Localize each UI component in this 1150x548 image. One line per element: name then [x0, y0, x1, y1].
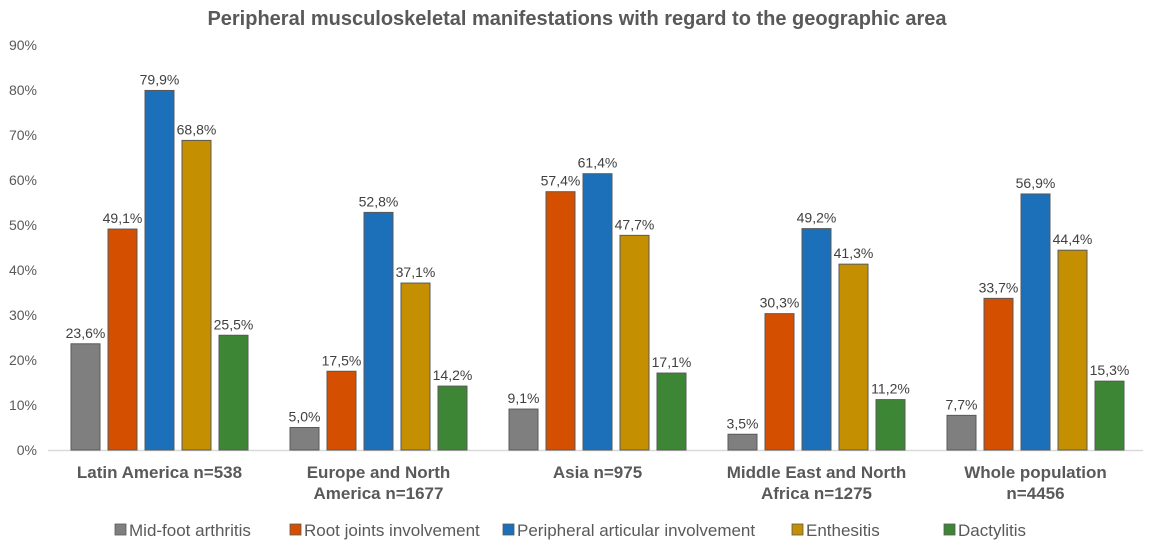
- x-category-label: Europe and North: [307, 463, 451, 482]
- bar-dactylitis: [437, 385, 468, 451]
- chart-title: Peripheral musculoskeletal manifestation…: [207, 8, 947, 30]
- bar-group: 23,6% 49,1% 79,9% 68,8% 25,5%: [66, 71, 254, 451]
- bar-peripheral-articular-involvement: [363, 211, 394, 451]
- data-label: 49,2%: [797, 210, 837, 226]
- x-category-label: Africa n=1275: [761, 484, 872, 503]
- data-label: 7,7%: [946, 396, 978, 412]
- x-category-label: Asia n=975: [553, 463, 642, 482]
- y-tick-label: 0%: [17, 442, 37, 458]
- legend-item: Peripheral articular involvement: [502, 521, 755, 540]
- bar-dactylitis: [1094, 380, 1125, 451]
- data-label: 68,8%: [177, 121, 217, 137]
- bar-group: 3,5% 30,3% 49,2% 41,3% 11,2%: [727, 210, 910, 451]
- y-tick-label: 50%: [9, 217, 37, 233]
- bar-mid-foot-arthritis: [70, 343, 101, 451]
- y-tick-label: 60%: [9, 172, 37, 188]
- bar-mid-foot-arthritis: [508, 408, 539, 451]
- legend-label: Dactylitis: [958, 521, 1026, 540]
- bar-group: 5,0% 17,5% 52,8% 37,1% 14,2%: [289, 193, 473, 451]
- data-label: 61,4%: [578, 155, 618, 171]
- legend-swatch: [943, 523, 956, 536]
- y-axis: 0% 10% 20% 30% 40% 50% 60% 70% 80% 90%: [9, 37, 37, 458]
- plot-area: 23,6% 49,1% 79,9% 68,8% 25,5% 5,0% 17,5% 52,8% 3…: [66, 71, 1130, 451]
- legend-swatch: [114, 523, 127, 536]
- bar-enthesitis: [400, 282, 431, 451]
- data-label: 44,4%: [1053, 231, 1093, 247]
- data-label: 9,1%: [508, 390, 540, 406]
- legend-item: Enthesitis: [791, 521, 880, 540]
- x-category-label: Whole population: [964, 463, 1107, 482]
- data-label: 15,3%: [1090, 362, 1130, 378]
- legend-label: Peripheral articular involvement: [517, 521, 755, 540]
- bar-enthesitis: [838, 263, 869, 451]
- legend-label: Mid-foot arthritis: [129, 521, 251, 540]
- x-axis: Latin America n=538 Europe and North Ameri…: [77, 463, 1107, 503]
- y-tick-label: 80%: [9, 82, 37, 98]
- data-label: 57,4%: [541, 173, 581, 189]
- bar-root-joints-involvement: [983, 297, 1014, 451]
- y-tick-label: 10%: [9, 397, 37, 413]
- data-label: 49,1%: [103, 210, 143, 226]
- bar-root-joints-involvement: [326, 370, 357, 451]
- legend-label: Root joints involvement: [304, 521, 480, 540]
- x-category-label: n=4456: [1006, 484, 1064, 503]
- legend-swatch: [791, 523, 804, 536]
- legend-label: Enthesitis: [806, 521, 880, 540]
- bar-group: 9,1% 57,4% 61,4% 47,7% 17,1%: [508, 155, 692, 451]
- data-label: 11,2%: [871, 381, 910, 397]
- legend-item: Dactylitis: [943, 521, 1026, 540]
- data-label: 33,7%: [979, 279, 1019, 295]
- y-tick-label: 70%: [9, 127, 37, 143]
- bar-root-joints-involvement: [764, 313, 795, 451]
- bar-peripheral-articular-involvement: [144, 89, 175, 451]
- bar-root-joints-involvement: [545, 191, 576, 451]
- x-category-label: America n=1677: [314, 484, 444, 503]
- bar-mid-foot-arthritis: [946, 414, 977, 451]
- bar-root-joints-involvement: [107, 228, 138, 451]
- bar-peripheral-articular-involvement: [1020, 193, 1051, 451]
- data-label: 37,1%: [396, 264, 436, 280]
- data-label: 25,5%: [214, 316, 254, 332]
- data-label: 3,5%: [727, 415, 759, 431]
- bar-mid-foot-arthritis: [289, 427, 320, 451]
- data-label: 56,9%: [1016, 175, 1056, 191]
- y-tick-label: 20%: [9, 352, 37, 368]
- bar-group: 7,7% 33,7% 56,9% 44,4% 15,3%: [946, 175, 1130, 451]
- data-label: 23,6%: [66, 325, 106, 341]
- bar-dactylitis: [218, 334, 249, 451]
- y-tick-label: 40%: [9, 262, 37, 278]
- bar-peripheral-articular-involvement: [801, 228, 832, 451]
- data-label: 41,3%: [834, 245, 874, 261]
- legend-swatch: [502, 523, 515, 536]
- x-category-label: Latin America n=538: [77, 463, 242, 482]
- y-tick-label: 30%: [9, 307, 37, 323]
- data-label: 47,7%: [615, 216, 655, 232]
- legend-item: Mid-foot arthritis: [114, 521, 251, 540]
- bar-mid-foot-arthritis: [727, 433, 758, 451]
- y-tick-label: 90%: [9, 37, 37, 53]
- x-category-label: Middle East and North: [727, 463, 906, 482]
- legend-item: Root joints involvement: [289, 521, 480, 540]
- legend: Mid-foot arthritis Root joints involvemen…: [114, 521, 1026, 540]
- data-label: 17,1%: [652, 354, 692, 370]
- data-label: 30,3%: [760, 295, 800, 311]
- bar-enthesitis: [619, 234, 650, 451]
- bar-dactylitis: [656, 372, 687, 451]
- bar-dactylitis: [875, 399, 906, 451]
- legend-swatch: [289, 523, 302, 536]
- bar-peripheral-articular-involvement: [582, 173, 613, 451]
- data-label: 52,8%: [359, 193, 399, 209]
- bar-enthesitis: [181, 139, 212, 451]
- data-label: 5,0%: [289, 409, 321, 425]
- data-label: 17,5%: [322, 352, 362, 368]
- data-label: 79,9%: [140, 71, 180, 87]
- bar-enthesitis: [1057, 249, 1088, 451]
- data-label: 14,2%: [433, 367, 473, 383]
